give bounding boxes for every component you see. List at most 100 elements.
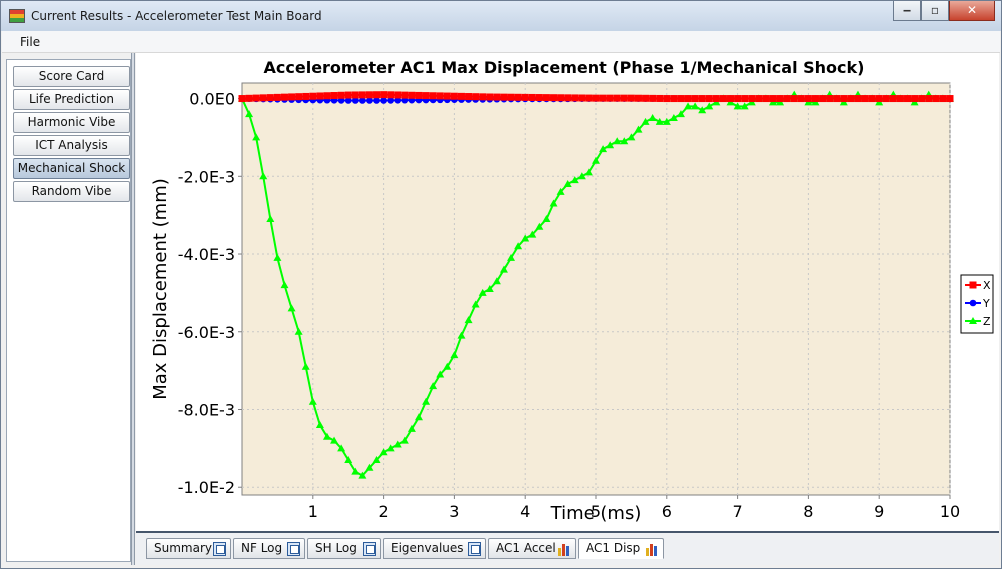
legend-label-z: Z	[983, 315, 991, 328]
data-point-z	[620, 137, 629, 145]
series-x	[238, 91, 954, 103]
data-point-z	[337, 444, 346, 452]
data-point-z	[358, 471, 367, 479]
sidebar: Score Card Life Prediction Harmonic Vibe…	[6, 59, 131, 562]
legend-label-x: X	[983, 279, 991, 292]
data-point-x	[564, 94, 572, 102]
data-point-z	[556, 187, 565, 195]
data-point-x	[422, 92, 430, 100]
tab-nf-log-label: NF Log	[241, 541, 283, 555]
sidebar-item-harmonic-vibe[interactable]: Harmonic Vibe	[13, 112, 130, 133]
data-point-x	[344, 91, 352, 99]
data-point-z	[648, 113, 657, 121]
result-tabs-bar: Summary NF Log SH Log Eigenvalues AC1 Ac…	[136, 531, 999, 565]
tab-ac1-accel[interactable]: AC1 Accel	[488, 538, 576, 559]
data-point-x	[557, 94, 565, 102]
menu-file[interactable]: File	[20, 35, 41, 49]
x-tick-label: 10	[940, 502, 960, 521]
data-point-z	[436, 370, 445, 378]
data-point-x	[486, 93, 494, 101]
data-point-z	[365, 463, 374, 471]
data-point-x	[394, 91, 402, 99]
data-point-y	[387, 97, 394, 104]
data-point-x	[755, 95, 763, 103]
data-point-z	[733, 102, 742, 110]
data-point-z	[315, 421, 324, 429]
data-point-x	[288, 93, 296, 101]
data-point-y	[366, 97, 373, 104]
data-point-x	[613, 94, 621, 102]
data-point-x	[408, 91, 416, 99]
data-point-z	[450, 351, 459, 359]
data-point-x	[854, 95, 862, 103]
data-point-z	[507, 253, 516, 261]
data-point-z	[393, 440, 402, 448]
data-point-x	[698, 95, 706, 103]
close-button[interactable]: ✕	[949, 1, 995, 21]
data-point-z	[471, 300, 480, 308]
data-point-x	[634, 94, 642, 102]
data-point-z	[499, 265, 508, 273]
maximize-button[interactable]: ▫	[921, 1, 949, 21]
data-point-z	[351, 467, 360, 475]
document-icon	[468, 542, 481, 556]
data-point-z	[280, 281, 289, 289]
x-tick-label: 1	[308, 502, 318, 521]
data-point-z	[266, 215, 275, 223]
data-point-x	[302, 92, 310, 100]
sidebar-item-life-prediction[interactable]: Life Prediction	[13, 89, 130, 110]
tab-nf-log[interactable]: NF Log	[233, 538, 305, 559]
data-point-z	[613, 137, 622, 145]
x-tick-label: 7	[733, 502, 743, 521]
chart-panel: Accelerometer AC1 Max Displacement (Phas…	[136, 53, 999, 535]
data-point-x	[443, 92, 451, 100]
data-point-x	[528, 93, 536, 101]
data-point-x	[705, 95, 713, 103]
data-point-z	[521, 234, 530, 242]
data-point-z	[570, 176, 579, 184]
data-point-x	[904, 95, 912, 103]
data-point-z	[485, 285, 494, 292]
data-point-x	[507, 93, 515, 101]
data-point-z	[330, 436, 339, 444]
data-point-x	[500, 93, 508, 101]
y-tick-label: -4.0E-3	[178, 245, 235, 264]
legend-marker-y	[969, 299, 977, 307]
data-point-x	[252, 94, 260, 102]
sidebar-item-mechanical-shock[interactable]: Mechanical Shock	[13, 158, 130, 179]
data-point-x	[429, 92, 437, 100]
tab-ac1-disp[interactable]: AC1 Disp	[578, 538, 664, 559]
x-tick-label: 8	[803, 502, 813, 521]
data-point-x	[790, 95, 798, 103]
minimize-button[interactable]: ‒	[893, 1, 921, 21]
data-point-x	[493, 93, 501, 101]
sidebar-item-score-card[interactable]: Score Card	[13, 66, 130, 87]
data-point-x	[847, 95, 855, 103]
data-point-z	[492, 277, 501, 285]
data-point-x	[811, 95, 819, 103]
data-point-z	[386, 444, 395, 452]
y-tick-label: 0.0E0	[189, 90, 235, 109]
data-point-x	[599, 94, 607, 102]
data-point-x	[358, 91, 366, 99]
data-point-x	[535, 94, 543, 102]
window-controls: ‒ ▫ ✕	[893, 1, 995, 21]
y-tick-label: -2.0E-3	[178, 167, 235, 186]
title-bar[interactable]: Current Results - Accelerometer Test Mai…	[1, 1, 1001, 31]
tab-sh-log[interactable]: SH Log	[307, 538, 381, 559]
sidebar-item-ict-analysis[interactable]: ICT Analysis	[13, 135, 130, 156]
data-point-x	[606, 94, 614, 102]
data-point-z	[563, 180, 572, 188]
data-point-x	[783, 95, 791, 103]
data-point-x	[266, 94, 274, 102]
tab-eigenvalues[interactable]: Eigenvalues	[383, 538, 486, 559]
x-tick-label: 2	[379, 502, 389, 521]
app-icon	[9, 9, 25, 23]
data-point-x	[670, 95, 678, 103]
data-point-x	[273, 93, 281, 101]
data-point-z	[372, 456, 381, 464]
sidebar-item-random-vibe[interactable]: Random Vibe	[13, 181, 130, 202]
bar-chart-icon	[646, 542, 659, 556]
splitter-handle[interactable]	[131, 53, 135, 565]
tab-summary[interactable]: Summary	[146, 538, 231, 559]
